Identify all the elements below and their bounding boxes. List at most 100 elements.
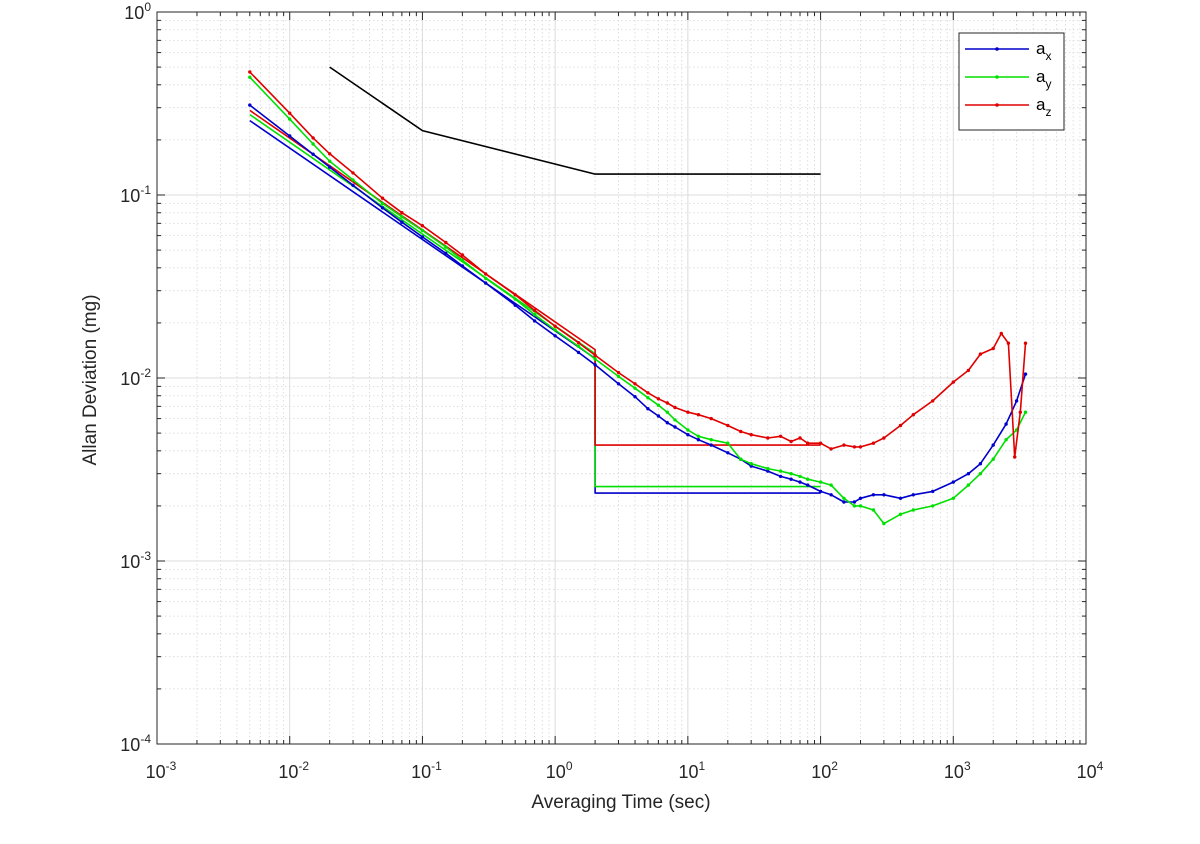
data-point <box>444 240 448 245</box>
data-point <box>951 496 955 500</box>
y-tick-label: 10-3 <box>120 549 151 572</box>
data-point <box>460 264 465 268</box>
series-line <box>249 76 1027 525</box>
series-line <box>329 66 821 175</box>
data-point <box>858 496 863 500</box>
data-point <box>726 423 730 428</box>
data-point <box>646 391 650 395</box>
tick-base: 10 <box>1077 762 1097 782</box>
legend-label-subscript: x <box>1045 49 1051 63</box>
tick-base: 10 <box>120 369 140 389</box>
data-point <box>842 443 846 447</box>
data-point <box>576 341 581 345</box>
data-point <box>766 469 770 473</box>
legend-label: ay <box>1036 67 1051 91</box>
data-point <box>852 504 857 508</box>
legend-label: ax <box>1036 39 1051 63</box>
data-point <box>1004 438 1008 442</box>
data-point <box>616 382 621 386</box>
data-point <box>829 493 833 497</box>
data-point <box>1018 410 1022 414</box>
tick-exponent: -4 <box>140 732 151 746</box>
data-point <box>726 451 730 455</box>
legend: ax ay az <box>958 32 1065 131</box>
data-point <box>656 414 661 418</box>
data-point <box>328 165 332 169</box>
data-point <box>991 346 995 351</box>
data-point <box>616 370 621 375</box>
data-point <box>766 436 770 440</box>
data-point <box>686 428 690 432</box>
y-axis-label: Allan Deviation (mg) <box>80 294 101 465</box>
tick-base: 10 <box>411 762 431 782</box>
tick-base: 10 <box>124 3 144 23</box>
data-point <box>553 334 557 338</box>
data-point <box>686 433 690 437</box>
data-point <box>532 308 537 313</box>
data-point <box>709 438 713 442</box>
data-point <box>248 75 252 79</box>
data-point <box>616 374 621 379</box>
data-point <box>898 512 903 516</box>
data-point <box>778 434 783 438</box>
y-tick-label: 10-1 <box>120 183 151 206</box>
data-point <box>593 363 597 367</box>
data-point <box>829 483 833 487</box>
data-point <box>576 344 581 348</box>
x-tick-labels: 10-3 10-2 10-1 100 101 102 103 104 <box>146 759 1104 782</box>
data-point <box>673 425 677 429</box>
tick-exponent: 3 <box>964 759 971 773</box>
data-point <box>576 350 581 355</box>
data-point <box>420 224 425 228</box>
data-point <box>858 504 863 508</box>
data-point <box>1014 399 1019 403</box>
data-point <box>646 407 650 411</box>
x-tick-label: 10-2 <box>278 759 309 782</box>
x-tick-label: 10-1 <box>411 759 442 782</box>
data-point <box>633 382 637 386</box>
data-point <box>380 196 385 200</box>
x-tick-label: 101 <box>678 759 705 782</box>
data-point <box>852 445 857 449</box>
data-point <box>288 111 292 115</box>
data-point <box>513 293 517 297</box>
legend-label-subscript: z <box>1045 105 1051 119</box>
data-point <box>978 472 983 476</box>
data-point <box>806 483 810 487</box>
series-line <box>249 104 1027 503</box>
x-axis-label: Averaging Time (sec) <box>531 792 710 813</box>
data-point <box>818 480 823 484</box>
tick-exponent: -3 <box>166 759 177 773</box>
y-tick-label: 10-2 <box>120 366 151 389</box>
tick-base: 10 <box>944 762 964 782</box>
data-point <box>351 183 355 187</box>
data-point <box>966 483 971 487</box>
series-spec-limit <box>329 66 821 175</box>
legend-label: az <box>1036 95 1051 119</box>
data-point <box>999 331 1003 336</box>
data-point <box>553 324 557 328</box>
y-tick-label: 100 <box>124 0 151 23</box>
data-point <box>842 500 846 504</box>
series-a_z <box>248 70 1028 459</box>
data-point <box>328 152 332 156</box>
data-point <box>818 441 823 445</box>
data-point <box>351 171 355 175</box>
data-point <box>1006 341 1011 345</box>
data-point <box>1013 455 1017 459</box>
data-point <box>1004 422 1008 426</box>
data-point <box>444 245 448 249</box>
x-tick-label: 10-3 <box>146 759 177 782</box>
data-point <box>749 433 753 437</box>
data-point <box>400 211 404 215</box>
data-point <box>966 472 971 476</box>
data-point <box>709 443 713 447</box>
data-point <box>709 416 713 421</box>
data-point <box>460 253 465 257</box>
data-point <box>665 410 669 414</box>
data-point <box>686 410 690 414</box>
data-point <box>665 401 669 405</box>
data-point <box>351 178 355 182</box>
data-point <box>798 480 802 484</box>
